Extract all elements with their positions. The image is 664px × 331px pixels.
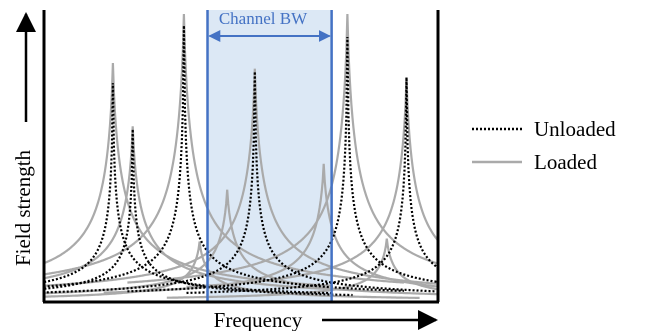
unloaded-peak <box>127 36 439 293</box>
legend-loaded-label: Loaded <box>534 150 597 174</box>
legend: Unloaded Loaded <box>472 117 616 174</box>
channel-bandwidth-band <box>207 10 332 302</box>
unloaded-peak <box>186 77 439 295</box>
x-axis-label: Frequency <box>214 308 303 331</box>
loaded-peak <box>44 62 334 287</box>
loaded-peak <box>166 238 439 299</box>
unloaded-peak <box>44 71 439 294</box>
channel-bw-label: Channel BW <box>219 9 308 28</box>
unloaded-series <box>44 25 439 297</box>
loaded-peak <box>44 126 353 292</box>
loaded-peak <box>127 13 439 284</box>
y-axis-label: Field strength <box>11 149 35 266</box>
legend-unloaded-label: Unloaded <box>534 117 616 141</box>
loaded-peak <box>44 241 420 299</box>
